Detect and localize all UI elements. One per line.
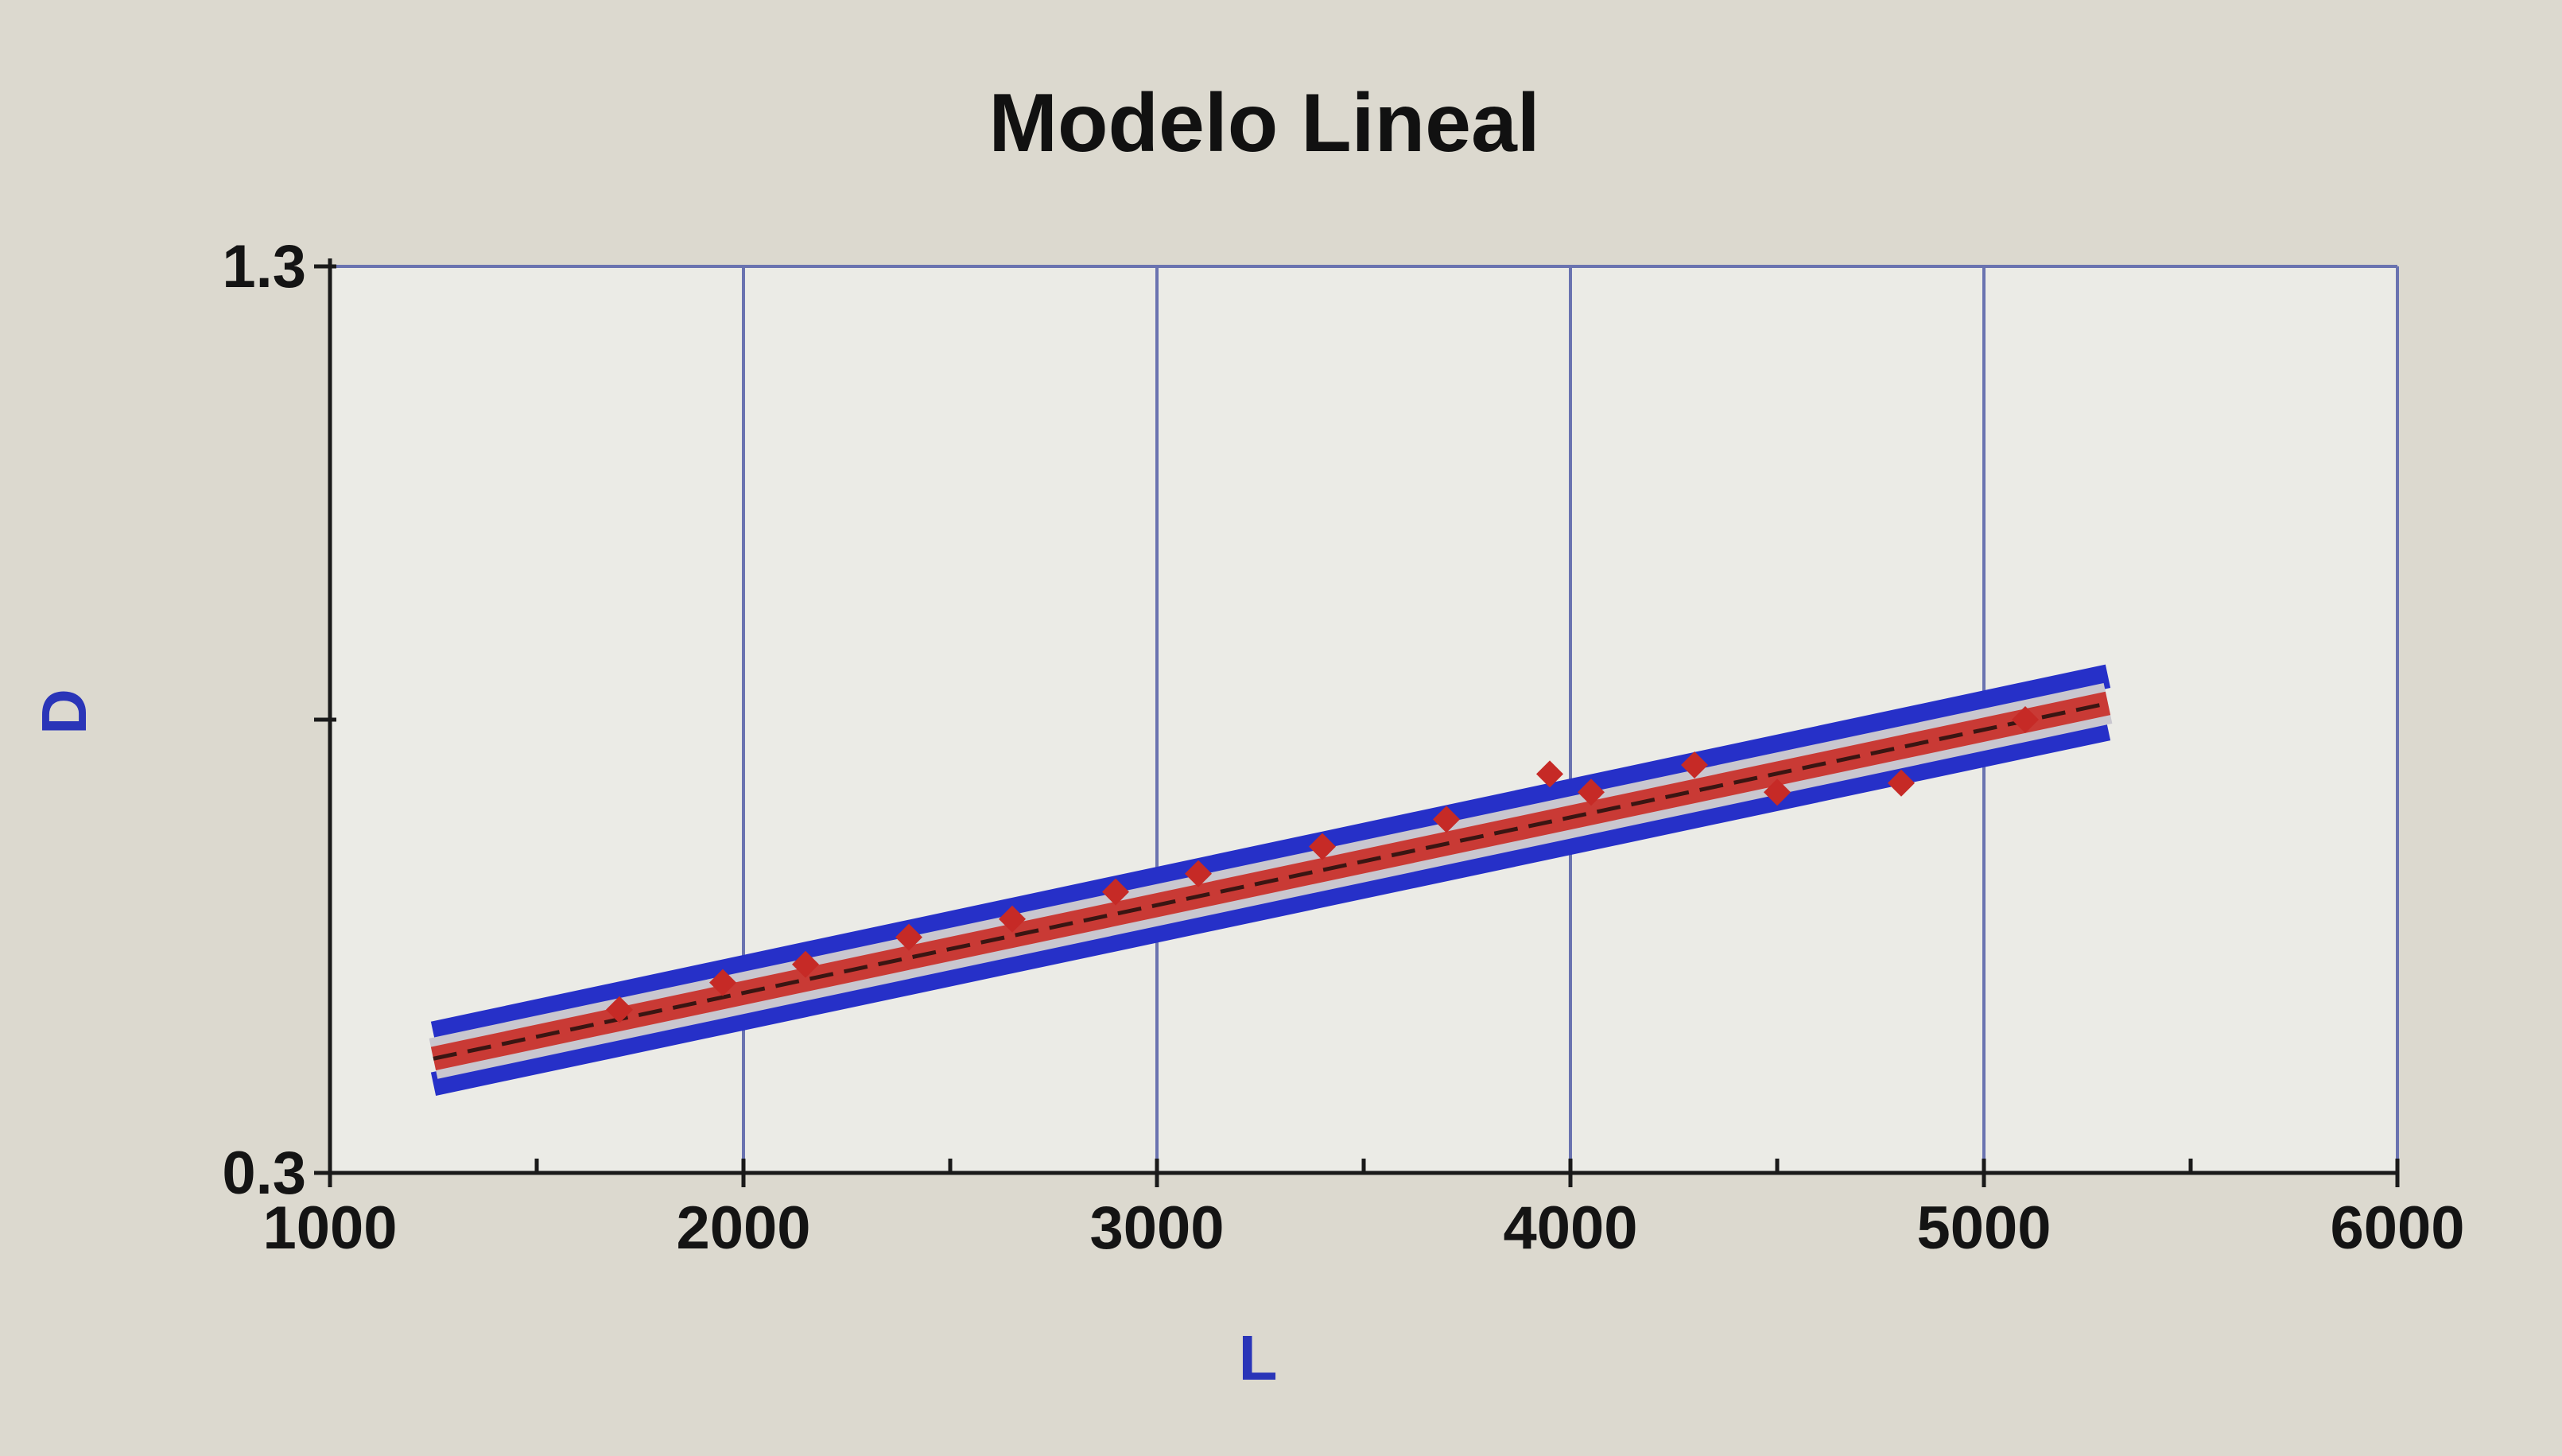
data-point-14	[2012, 706, 2039, 733]
x-tick-label-6000: 6000	[2330, 1194, 2464, 1262]
x-tick-label-4000: 4000	[1503, 1194, 1637, 1262]
data-point-0	[606, 996, 633, 1023]
x-tick-labels: 1000 2000 3000 4000 5000 6000	[262, 1194, 2464, 1262]
y-axis-label: D	[29, 689, 99, 735]
data-point-5	[1102, 878, 1129, 906]
data-point-12	[1764, 778, 1791, 806]
x-tick-label-1000: 1000	[262, 1194, 397, 1262]
data-point-4	[999, 905, 1026, 933]
data-point-10	[1578, 778, 1605, 806]
data-point-9	[1536, 760, 1563, 788]
upper-band-line	[430, 664, 2111, 1046]
y-tick-label-1_3: 1.3	[222, 233, 306, 301]
data-point-1	[709, 969, 736, 996]
data-point-13	[1888, 769, 1915, 797]
lower-band-line	[430, 716, 2111, 1096]
data-point-8	[1433, 806, 1460, 833]
data-point-7	[1309, 833, 1336, 860]
fit-line-center	[433, 701, 2109, 1061]
data-point-3	[895, 923, 922, 951]
chart-title: Modelo Lineal	[988, 77, 1539, 169]
y-tick-label-0_3: 0.3	[222, 1140, 306, 1207]
x-tick-label-5000: 5000	[1916, 1194, 2051, 1262]
observed-points	[606, 706, 2039, 1023]
data-point-2	[792, 950, 819, 978]
grid-lines	[330, 265, 2399, 1173]
data-point-6	[1185, 860, 1212, 887]
data-point-11	[1681, 751, 1708, 778]
x-tick-label-3000: 3000	[1089, 1194, 1224, 1262]
fit-line-group	[430, 691, 2111, 1071]
x-tick-label-2000: 2000	[676, 1194, 810, 1262]
axes	[314, 258, 2400, 1187]
x-axis-label: L	[1239, 1322, 1278, 1393]
y-tick-labels: 1.3 0.3	[222, 233, 306, 1207]
